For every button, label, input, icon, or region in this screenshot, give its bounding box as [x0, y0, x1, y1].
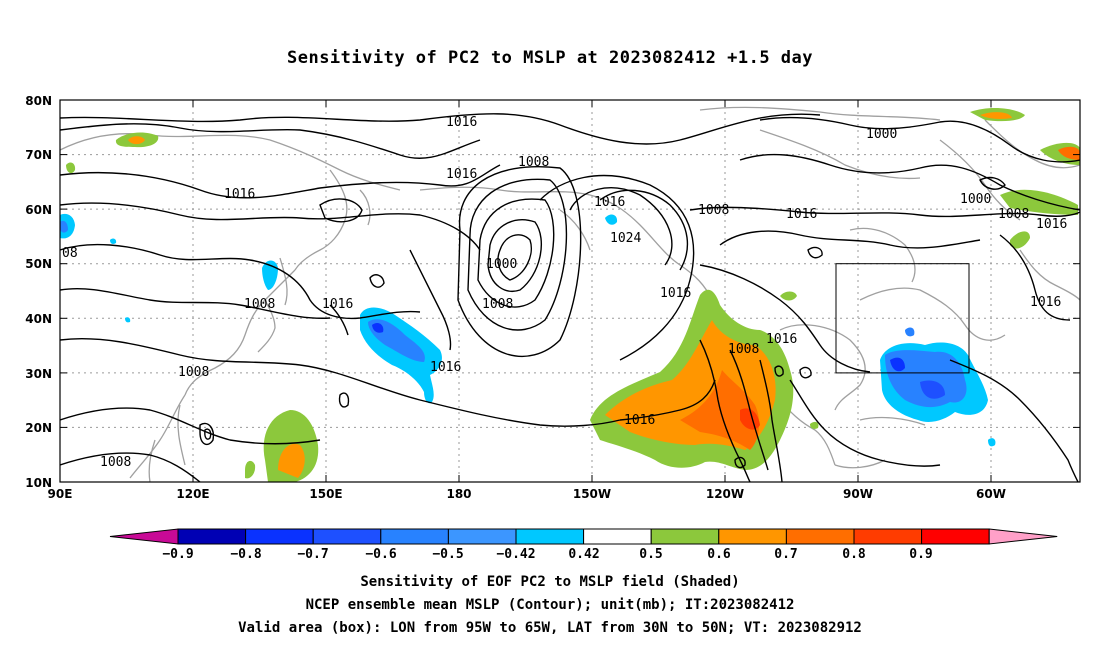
contour-labels: 1016 1016 1008 1016 1016 1000 1008 1016 …	[62, 115, 1067, 470]
colorbar-swatch	[177, 528, 247, 545]
colorbar-swatch	[380, 528, 449, 545]
colorbar-swatch	[583, 528, 652, 545]
contour-label: 1016	[446, 115, 477, 130]
colorbar-swatch	[718, 528, 787, 545]
colorbar-swatch	[921, 528, 990, 545]
contour-label: 1016	[766, 332, 797, 347]
lat-label: 10N	[25, 476, 52, 490]
lat-label: 20N	[25, 421, 52, 435]
colorbar-swatch	[245, 528, 314, 545]
contour-label: 1016	[322, 297, 353, 312]
colorbar-swatch	[853, 528, 923, 545]
colorbar-swatch	[650, 528, 720, 545]
contour-label: 1008	[998, 207, 1029, 222]
colorbar-tick-label: 0.42	[568, 547, 599, 562]
lon-label: 150E	[309, 487, 342, 501]
colorbar-tick-label: −0.5	[432, 547, 463, 562]
contour-label: 1000	[486, 257, 517, 272]
contour-label: 1016	[786, 207, 817, 222]
contour-label: 1008	[178, 365, 209, 380]
lat-label: 70N	[25, 148, 52, 162]
positive-sensitivity-shading	[66, 108, 1080, 482]
contour-label: 1016	[224, 187, 255, 202]
colorbar-right-arrow	[988, 528, 1058, 545]
tick-marks	[59, 99, 1080, 483]
contour-label: 1008	[518, 155, 549, 170]
contour-label: 1016	[1036, 217, 1067, 232]
contour-label: 1016	[624, 413, 655, 428]
colorbar-swatch	[447, 528, 517, 545]
colorbar-tick-label: 0.7	[774, 547, 797, 562]
lat-label: 60N	[25, 203, 52, 217]
caption-line-3: Valid area (box): LON from 95W to 65W, L…	[238, 620, 862, 636]
contour-label: 1008	[482, 297, 513, 312]
colorbar-tick-label: 0.9	[909, 547, 932, 562]
colorbar-swatch	[312, 528, 382, 545]
contour-label: 1008	[100, 455, 131, 470]
latitude-labels: 80N 70N 60N 50N 40N 30N 20N 10N	[25, 94, 52, 490]
contour-label: 08	[62, 246, 78, 261]
contour-label: 1016	[446, 167, 477, 182]
colorbar-tick-label: −0.7	[297, 547, 328, 562]
colorbar-tick-label: −0.8	[230, 547, 261, 562]
contour-label: 1008	[698, 203, 729, 218]
caption-line-2: NCEP ensemble mean MSLP (Contour); unit(…	[305, 597, 795, 613]
contour-label: 1024	[610, 231, 641, 246]
lon-label: 90W	[843, 487, 873, 501]
contour-label: 1000	[960, 192, 991, 207]
lon-label: 180	[446, 487, 471, 501]
contour-label: 1016	[430, 360, 461, 375]
map-plot: 1016 1016 1008 1016 1016 1000 1008 1016 …	[60, 100, 1080, 482]
lat-label: 50N	[25, 257, 52, 271]
map-border	[59, 99, 1081, 483]
valid-area-box	[835, 263, 970, 374]
lon-label: 120W	[706, 487, 744, 501]
colorbar-swatch	[785, 528, 855, 545]
colorbar-swatch	[515, 528, 585, 545]
colorbar-left-arrow	[109, 528, 179, 545]
contour-label: 1016	[594, 195, 625, 210]
lon-label: 150W	[573, 487, 611, 501]
contour-label: 1008	[728, 342, 759, 357]
colorbar	[109, 528, 1058, 545]
contour-label: 1016	[660, 286, 691, 301]
mslp-contours	[60, 113, 1080, 482]
caption-line-1: Sensitivity of EOF PC2 to MSLP field (Sh…	[360, 574, 740, 590]
colorbar-tick-label: −0.6	[365, 547, 396, 562]
colorbar-tick-label: −0.42	[496, 547, 535, 562]
contour-label: 1000	[866, 127, 897, 142]
colorbar-tick-label: 0.8	[842, 547, 866, 562]
contour-label: 1016	[1030, 295, 1061, 310]
colorbar-tick-label: 0.5	[639, 547, 662, 562]
colorbar-tick-label: −0.9	[162, 547, 193, 562]
colorbar-tick-label: 0.6	[707, 547, 731, 562]
map-title: Sensitivity of PC2 to MSLP at 2023082412…	[286, 48, 813, 68]
longitude-labels: 90E 120E 150E 180 150W 120W 90W 60W	[48, 487, 1006, 501]
colorbar-labels: −0.9 −0.8 −0.7 −0.6 −0.5 −0.42 0.42 0.5 …	[162, 547, 932, 562]
lon-label: 120E	[176, 487, 209, 501]
lat-label: 80N	[25, 94, 52, 108]
lat-label: 40N	[25, 312, 52, 326]
lat-label: 30N	[25, 367, 52, 381]
negative-sensitivity-shading	[60, 213, 996, 447]
lon-label: 90E	[48, 487, 73, 501]
lon-label: 60W	[976, 487, 1006, 501]
contour-label: 1008	[244, 297, 275, 312]
